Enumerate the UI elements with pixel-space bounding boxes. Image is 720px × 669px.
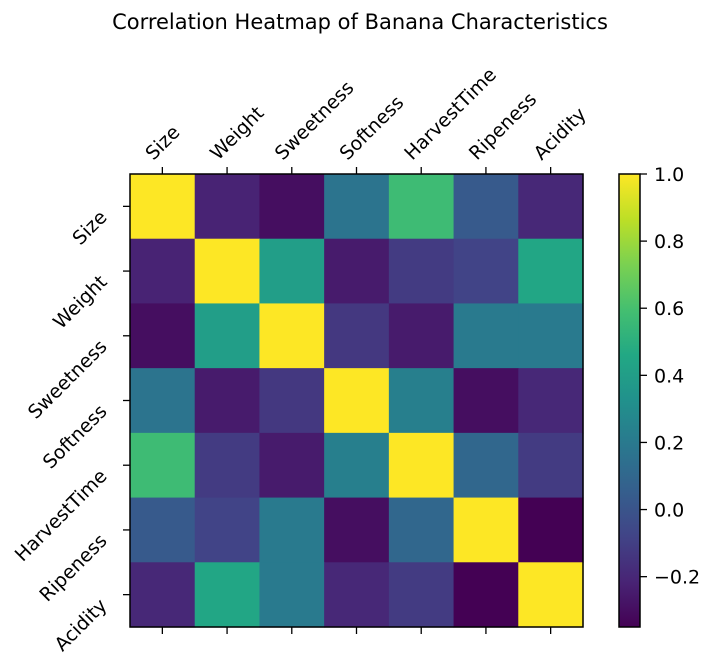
colorbar-tick-label: 0.8: [654, 231, 684, 253]
heatmap-cell-weight-ripeness: [454, 239, 519, 304]
heatmap-cell-harvesttime-size: [130, 433, 195, 498]
figure: Correlation Heatmap of Banana Characteri…: [0, 0, 720, 669]
heatmap-cell-weight-harvesttime: [389, 239, 454, 304]
heatmap-cell-ripeness-harvesttime: [389, 498, 454, 563]
heatmap-cell-sweetness-sweetness: [259, 303, 324, 368]
heatmap-cell-sweetness-acidity: [518, 303, 583, 368]
x-tick-labels: Size Weight SweetnessSoftnessHarvestTimeRi…: [141, 64, 590, 165]
heatmap-cell-size-weight: [195, 174, 260, 239]
colorbar-tick-label: 0.2: [654, 432, 684, 454]
heatmap-cell-sweetness-ripeness: [454, 303, 519, 368]
heatmap-cell-weight-size: [130, 239, 195, 304]
heatmap-cell-softness-harvesttime: [389, 368, 454, 433]
heatmap-cell-sweetness-softness: [324, 303, 389, 368]
heatmap-cell-harvesttime-sweetness: [259, 433, 324, 498]
heatmap-cell-acidity-softness: [324, 562, 389, 627]
heatmap-cell-acidity-acidity: [518, 562, 583, 627]
y-tick-label: Acidity: [50, 595, 111, 656]
heatmap-svg: Size Weight SweetnessSoftnessHarvestTimeRi…: [0, 0, 720, 669]
heatmap-cell-sweetness-size: [130, 303, 195, 368]
heatmap-cell-softness-softness: [324, 368, 389, 433]
heatmap-cell-ripeness-weight: [195, 498, 260, 563]
colorbar-tick-label: 0.4: [654, 365, 684, 387]
heatmap-cell-weight-softness: [324, 239, 389, 304]
colorbar-ticks: 1.0 0.8 0.6 0.4 0.2 0.0 −0.2: [640, 164, 700, 589]
colorbar-tick-label: 0.6: [654, 298, 684, 320]
heatmap-cell-weight-acidity: [518, 239, 583, 304]
colorbar: [619, 174, 640, 627]
heatmap-cell-ripeness-ripeness: [454, 498, 519, 563]
heatmap-cell-harvesttime-ripeness: [454, 433, 519, 498]
heatmap-cell-size-sweetness: [259, 174, 324, 239]
heatmap-cell-harvesttime-harvesttime: [389, 433, 454, 498]
heatmap-cell-acidity-harvesttime: [389, 562, 454, 627]
x-tick-label: Size: [141, 121, 184, 164]
heatmap-cell-harvesttime-softness: [324, 433, 389, 498]
heatmap-cell-ripeness-softness: [324, 498, 389, 563]
colorbar-tick-label: −0.2: [654, 567, 700, 589]
y-tick-labels: SizeWeightSweetnessSoftnessHarvestTimeRi…: [11, 206, 112, 655]
heatmap-cell-acidity-sweetness: [259, 562, 324, 627]
heatmap-cell-weight-weight: [195, 239, 260, 304]
heatmap-cell-ripeness-sweetness: [259, 498, 324, 563]
heatmap-cells: [130, 174, 584, 628]
y-tick-label: Size: [68, 206, 111, 249]
colorbar-tick-label: 1.0: [654, 164, 684, 186]
x-tick-label: Acidity: [530, 103, 591, 164]
colorbar-tick-label: 0.0: [654, 500, 684, 522]
heatmap-cell-weight-sweetness: [259, 239, 324, 304]
heatmap-cell-harvesttime-weight: [195, 433, 260, 498]
heatmap-cell-ripeness-size: [130, 498, 195, 563]
heatmap-cell-sweetness-harvesttime: [389, 303, 454, 368]
heatmap-cell-size-softness: [324, 174, 389, 239]
heatmap-cell-size-ripeness: [454, 174, 519, 239]
heatmap-cell-softness-ripeness: [454, 368, 519, 433]
heatmap-cell-ripeness-acidity: [518, 498, 583, 563]
heatmap-cell-softness-acidity: [518, 368, 583, 433]
x-tick-label: Weight: [206, 102, 268, 164]
heatmap-cell-acidity-ripeness: [454, 562, 519, 627]
heatmap-cell-acidity-size: [130, 562, 195, 627]
heatmap-cell-softness-sweetness: [259, 368, 324, 433]
heatmap-cell-size-harvesttime: [389, 174, 454, 239]
heatmap-cell-acidity-weight: [195, 562, 260, 627]
heatmap-cell-softness-weight: [195, 368, 260, 433]
heatmap-cell-size-size: [130, 174, 195, 239]
heatmap-cell-size-acidity: [518, 174, 583, 239]
heatmap-cell-sweetness-weight: [195, 303, 260, 368]
heatmap-cell-softness-size: [130, 368, 195, 433]
y-tick-label: Weight: [49, 271, 111, 333]
heatmap-cell-harvesttime-acidity: [518, 433, 583, 498]
